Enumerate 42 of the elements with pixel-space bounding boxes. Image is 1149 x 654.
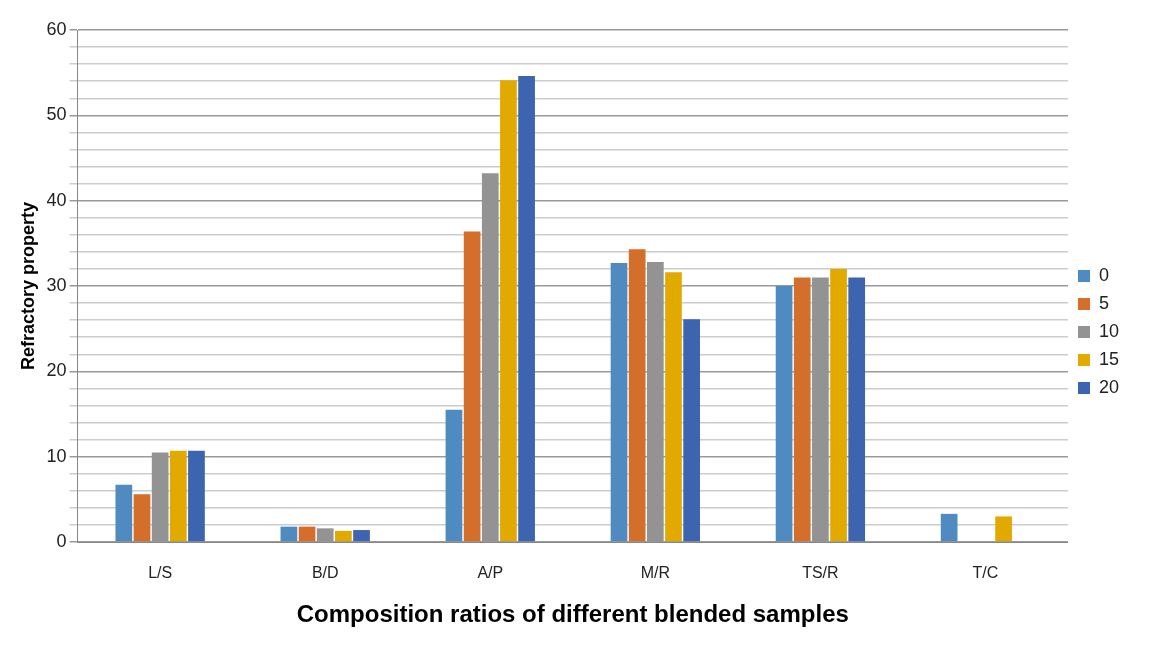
- y-tick-label: 40: [46, 189, 67, 210]
- bar: [463, 231, 481, 542]
- bar: [775, 286, 793, 542]
- bar: [995, 516, 1012, 542]
- bar: [445, 409, 463, 542]
- legend-label: 20: [1098, 376, 1120, 397]
- legend-label: 15: [1098, 348, 1120, 369]
- x-tick-label: M/R: [640, 564, 670, 582]
- bar: [793, 277, 811, 542]
- y-tick-label: 60: [46, 18, 67, 39]
- bar: [133, 494, 151, 542]
- bar: [280, 526, 298, 542]
- x-tick-label: T/C: [972, 564, 999, 582]
- x-axis-title: Composition ratios of different blended samples: [296, 600, 849, 628]
- x-tick-label: L/S: [148, 564, 173, 582]
- y-tick-label: 30: [46, 274, 67, 295]
- bar: [188, 450, 205, 542]
- y-tick-label: 10: [46, 445, 67, 466]
- legend-label: 10: [1098, 320, 1120, 341]
- y-tick-label: 50: [46, 104, 67, 125]
- bar: [830, 268, 847, 542]
- bar: [610, 262, 628, 542]
- bar: [518, 76, 535, 542]
- bar: [683, 319, 700, 542]
- x-tick-label: A/P: [477, 564, 504, 582]
- y-tick-label: 20: [46, 360, 67, 381]
- bar: [115, 484, 133, 542]
- legend-label: 0: [1098, 264, 1109, 285]
- legend-label: 5: [1098, 292, 1109, 313]
- bar: [353, 530, 370, 542]
- y-tick-label: 0: [56, 530, 67, 551]
- y-axis-title: Refractory property: [17, 201, 38, 371]
- bar: [848, 277, 866, 542]
- bar: [169, 450, 187, 542]
- x-tick-label: TS/R: [802, 564, 839, 582]
- bar: [940, 513, 958, 542]
- bar: [665, 272, 682, 542]
- bar: [628, 249, 646, 542]
- bar: [335, 530, 352, 542]
- bar: [298, 526, 316, 542]
- bar: [500, 80, 517, 542]
- x-tick-label: B/D: [311, 564, 339, 582]
